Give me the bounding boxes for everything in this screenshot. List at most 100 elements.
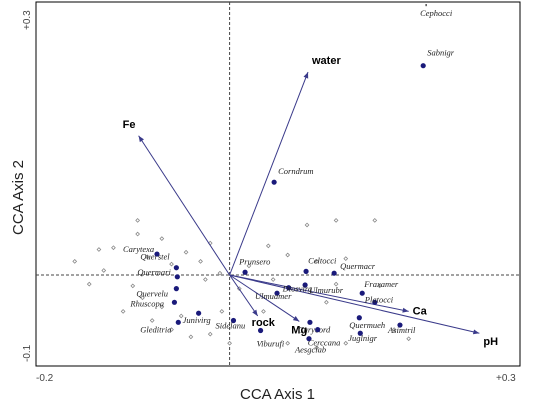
species-point [242, 269, 248, 275]
species-point [306, 336, 312, 342]
vector-arrowhead [292, 316, 300, 322]
species-point [175, 319, 181, 325]
species-point [307, 319, 313, 325]
species-point [230, 317, 237, 324]
species-label: Rhuscopa [129, 298, 164, 308]
site-point [227, 340, 232, 346]
y-axis-title: CCA Axis 2 [10, 160, 27, 235]
site-point [169, 327, 174, 332]
plot-area: water Fe Ca pH rock Mg Cephocci Sabnigr Corndru… [35, 1, 521, 367]
species-label: Celtocci [308, 255, 337, 265]
species-label: Sidelanu [215, 321, 245, 331]
species-label: Quermacr [340, 261, 376, 271]
vector-label-rock: rock [252, 317, 276, 329]
species-point [173, 286, 179, 292]
site-point [372, 218, 378, 223]
species-label: Ulmurubr [309, 285, 344, 295]
species-point [274, 290, 280, 296]
site-point [111, 245, 116, 251]
vector-arrowhead [303, 72, 309, 79]
vector-label-mg: Mg [291, 324, 307, 336]
site-point [217, 270, 223, 276]
site-point [159, 304, 165, 310]
species-point [154, 251, 160, 257]
site-point [324, 299, 329, 305]
site-point [246, 263, 252, 269]
species-point [315, 327, 321, 333]
vector-arrowhead [402, 307, 409, 313]
site-points [72, 218, 412, 351]
site-point [343, 256, 349, 261]
site-point [140, 295, 145, 301]
species-label: Ulmuamer [255, 291, 292, 301]
site-point [144, 254, 150, 260]
species-point [302, 282, 308, 288]
species-label: Platocci [364, 294, 394, 304]
species-label: Querstel [140, 252, 170, 262]
site-point [377, 283, 383, 289]
species-point [257, 327, 264, 334]
vector-water [229, 71, 309, 276]
site-point [72, 258, 78, 264]
species-point [286, 285, 292, 291]
species-label: Cerccana [308, 338, 341, 348]
species-point [171, 299, 178, 305]
site-point [159, 236, 165, 241]
vector-label-water: water [311, 55, 341, 67]
y-tick-min: -0.1 [22, 344, 33, 362]
environment-vectors: water Fe Ca pH rock Mg [123, 55, 498, 348]
species-point [271, 179, 277, 185]
species-point [372, 299, 378, 305]
species-label: Gleditria [140, 324, 171, 334]
species-point [357, 330, 363, 336]
site-point [314, 258, 320, 264]
site-point [101, 268, 107, 273]
species-label: Corndrum [278, 166, 313, 176]
site-point [304, 222, 310, 228]
site-point [261, 309, 266, 314]
site-point [169, 261, 174, 267]
x-axis-title: CCA Axis 1 [240, 386, 315, 403]
site-point [178, 313, 184, 319]
site-point [149, 318, 155, 323]
species-label: Cephocci [420, 8, 453, 18]
site-point [219, 309, 225, 314]
site-point [130, 283, 136, 289]
site-point [135, 231, 141, 237]
species-label: Quervelu [136, 289, 168, 299]
species-label: Juglnigr [348, 333, 377, 343]
site-point [183, 249, 189, 255]
site-point [343, 340, 349, 346]
site-point [333, 281, 339, 287]
vector-label-ph: pH [483, 336, 498, 348]
species-label: Fraxamer [363, 279, 399, 289]
x-tick-max: +0.3 [496, 373, 516, 384]
site-point [314, 345, 320, 351]
species-label: Diosvirg [282, 284, 312, 294]
vector-mg [229, 274, 300, 322]
site-point [86, 281, 92, 287]
vector-fe [138, 135, 231, 276]
species-label: Carytexa [123, 244, 154, 254]
site-point [188, 334, 194, 340]
site-point [406, 336, 412, 342]
species-point [196, 310, 202, 316]
site-point [391, 327, 397, 332]
species-point [174, 274, 180, 280]
site-point [203, 277, 208, 282]
site-point [198, 258, 203, 264]
y-tick-max: +0.3 [22, 10, 33, 30]
vector-arrowhead [138, 135, 144, 143]
species-label: Prunsero [238, 256, 270, 266]
species-label: Viburufi [257, 339, 285, 349]
species-label: Asimtril [387, 325, 416, 335]
vector-label-ca: Ca [413, 305, 428, 317]
species-point [356, 315, 362, 321]
species-label: Junivirg [183, 315, 211, 325]
site-point [285, 340, 291, 346]
species-label: Quermueh [349, 320, 385, 330]
species-label: Carycord [298, 324, 331, 334]
site-point [207, 331, 213, 337]
